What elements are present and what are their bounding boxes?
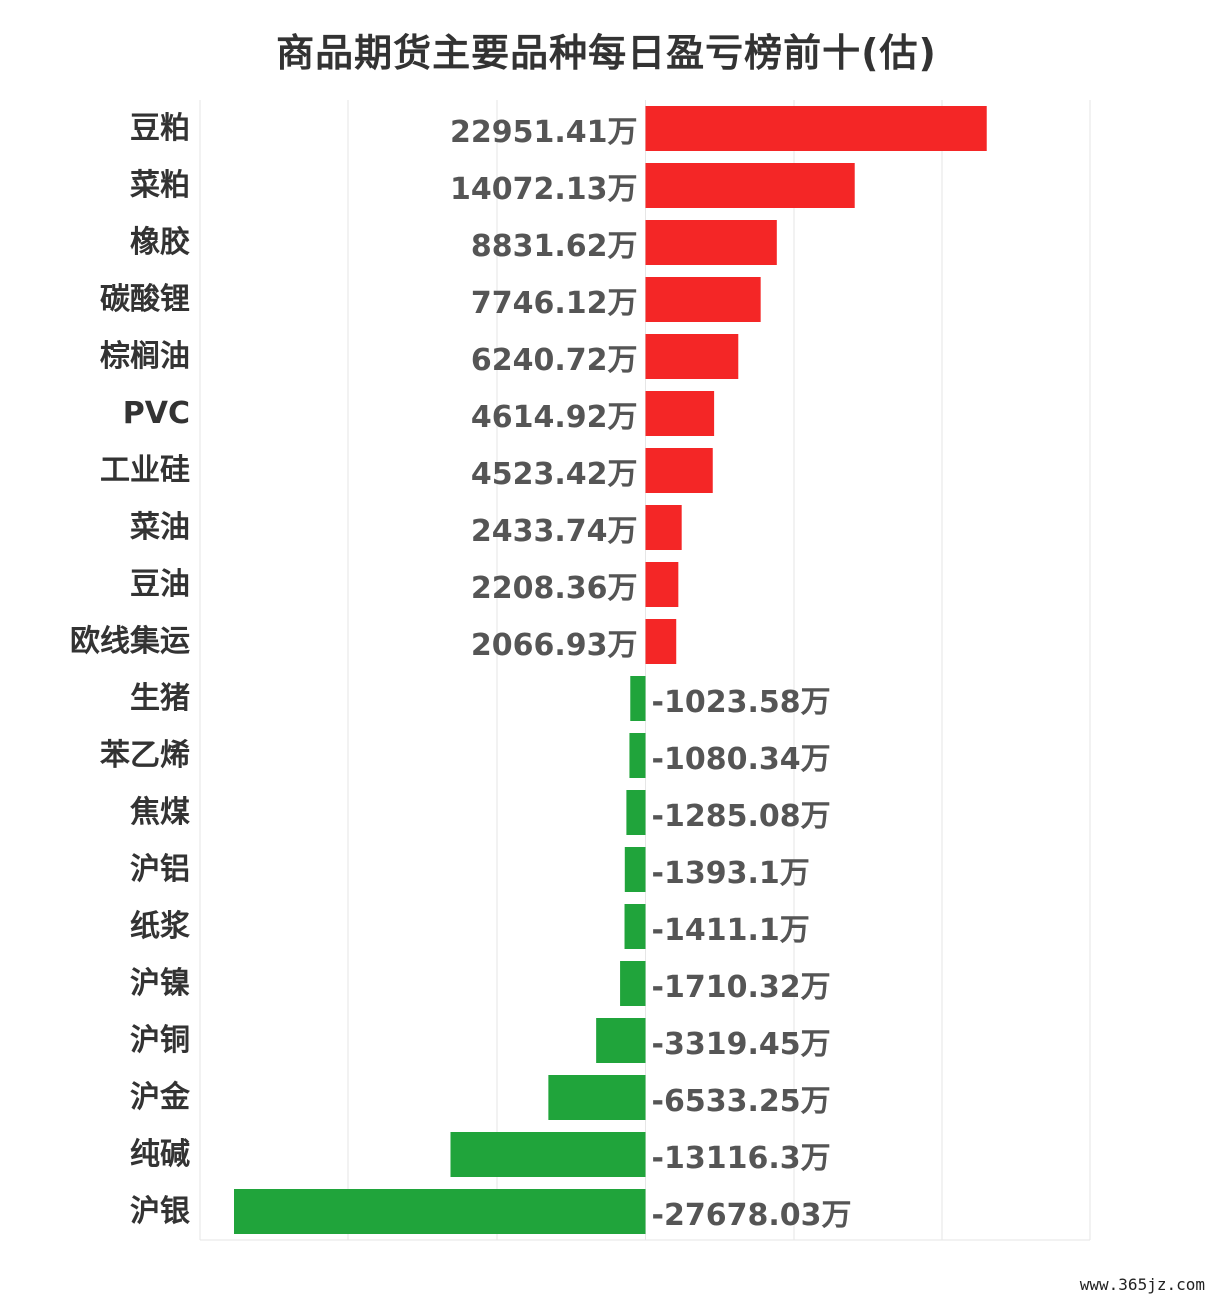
category-label: 纸浆 [130,909,190,944]
bar-11 [630,676,646,721]
grid-lines [199,100,1091,1241]
category-label: 沪镍 [130,966,190,1001]
value-label: 2433.74万 [471,514,638,549]
value-label: -1393.1万 [652,856,810,891]
value-label: -1710.32万 [652,970,831,1005]
category-label: 橡胶 [130,225,190,260]
bar-16 [620,961,646,1006]
value-label: 7746.12万 [471,286,638,321]
category-label: 焦煤 [130,795,190,830]
value-label: 14072.13万 [450,172,638,207]
value-label: 6240.72万 [471,343,638,378]
category-label: 欧线集运 [70,624,190,659]
bar-19 [450,1132,646,1177]
category-label: PVC [123,396,190,431]
bar-1 [645,106,987,151]
bar-15 [624,904,646,949]
category-label: 菜粕 [130,168,190,203]
category-label: 豆粕 [130,111,190,146]
bars [234,106,987,1234]
bar-12 [629,733,646,778]
category-label: 沪银 [130,1194,190,1229]
watermark: www.365jz.com [1079,1275,1205,1294]
value-label: -13116.3万 [652,1141,831,1176]
value-label: 2066.93万 [471,628,638,663]
bar-8 [645,505,682,550]
category-label: 棕榈油 [100,339,190,374]
value-label: 2208.36万 [471,571,638,606]
bar-10 [645,619,677,664]
value-label: 4523.42万 [471,457,638,492]
category-label: 沪铝 [130,852,190,887]
bar-3 [645,220,777,265]
value-label: -1285.08万 [652,799,831,834]
bar-4 [645,277,761,322]
bar-7 [645,448,713,493]
bar-14 [624,847,646,892]
category-label: 苯乙烯 [100,738,190,773]
value-label: -3319.45万 [652,1027,831,1062]
chart-title: 商品期货主要品种每日盈亏榜前十(估) [276,31,937,75]
value-label: -1023.58万 [652,685,831,720]
category-label: 生猪 [130,681,190,716]
category-label: 菜油 [130,510,190,545]
bar-5 [645,334,739,379]
bar-9 [645,562,679,607]
value-label: -27678.03万 [652,1198,852,1233]
value-label: 4614.92万 [471,400,638,435]
category-label: 工业硅 [100,453,190,488]
category-label: 纯碱 [130,1137,190,1172]
category-label: 沪金 [130,1080,191,1115]
bar-13 [626,790,646,835]
category-label: 沪铜 [130,1023,190,1058]
value-label: 22951.41万 [450,115,638,150]
bar-20 [234,1189,646,1234]
value-label: -6533.25万 [652,1084,831,1119]
value-label: -1411.1万 [652,913,810,948]
value-label: 8831.62万 [471,229,638,264]
category-label: 碳酸锂 [100,282,190,317]
bar-6 [645,391,715,436]
category-label: 豆油 [130,567,190,602]
bar-17 [596,1018,646,1063]
value-label: -1080.34万 [652,742,831,777]
bar-18 [548,1075,646,1120]
bar-2 [645,163,855,208]
